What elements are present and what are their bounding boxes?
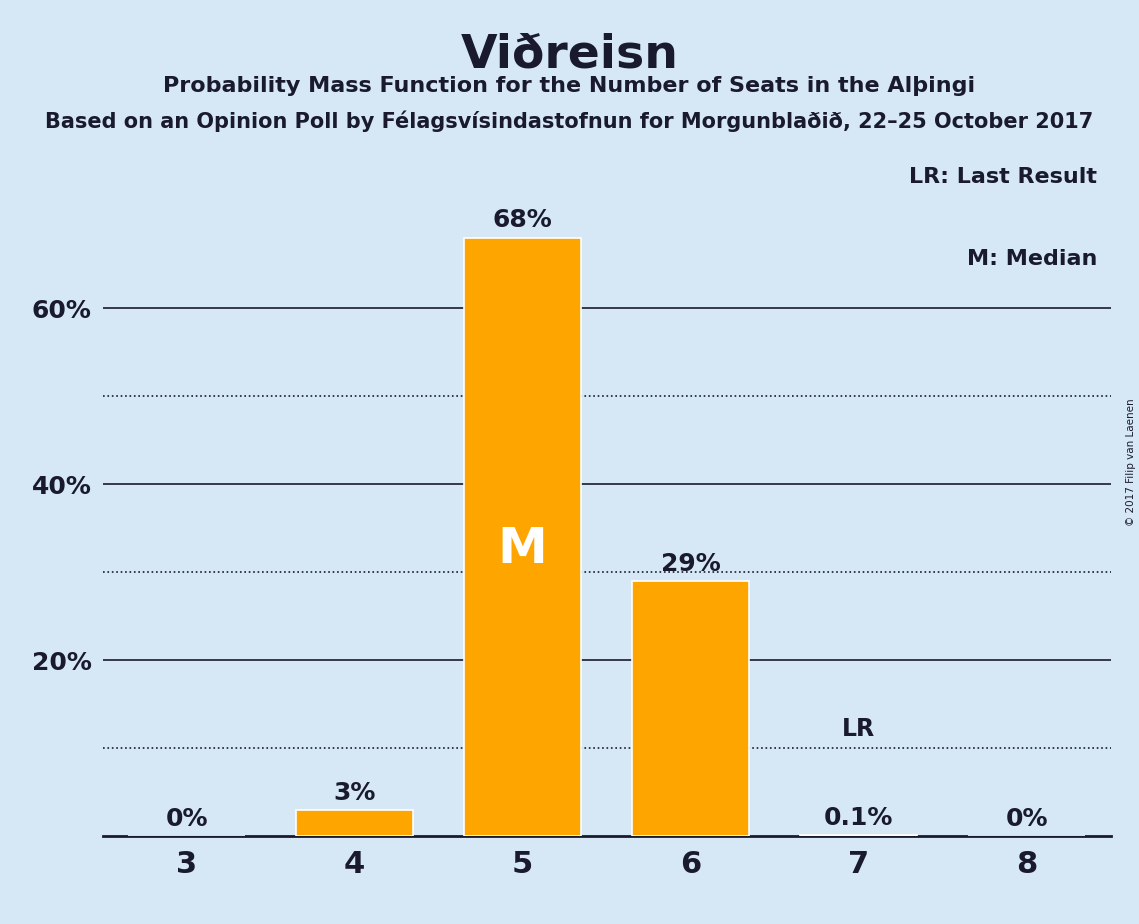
Text: M: Median: M: Median: [967, 249, 1097, 269]
Text: Viðreisn: Viðreisn: [460, 32, 679, 78]
Text: LR: Last Result: LR: Last Result: [909, 167, 1097, 187]
Text: M: M: [498, 525, 548, 573]
Bar: [464, 237, 581, 836]
Text: LR: LR: [842, 717, 875, 741]
Text: 0%: 0%: [1006, 807, 1048, 831]
Text: Based on an Opinion Poll by Félagsvísindastofnun for Morgunblaðið, 22–25 October: Based on an Opinion Poll by Félagsvísind…: [46, 111, 1093, 132]
Text: 29%: 29%: [661, 552, 720, 576]
Text: 0%: 0%: [165, 807, 207, 831]
Bar: [632, 581, 749, 836]
Text: 68%: 68%: [493, 209, 552, 233]
Bar: [296, 809, 413, 836]
Text: © 2017 Filip van Laenen: © 2017 Filip van Laenen: [1126, 398, 1136, 526]
Text: Probability Mass Function for the Number of Seats in the Alþingi: Probability Mass Function for the Number…: [163, 76, 976, 96]
Text: 3%: 3%: [334, 781, 376, 805]
Text: 0.1%: 0.1%: [823, 806, 893, 830]
